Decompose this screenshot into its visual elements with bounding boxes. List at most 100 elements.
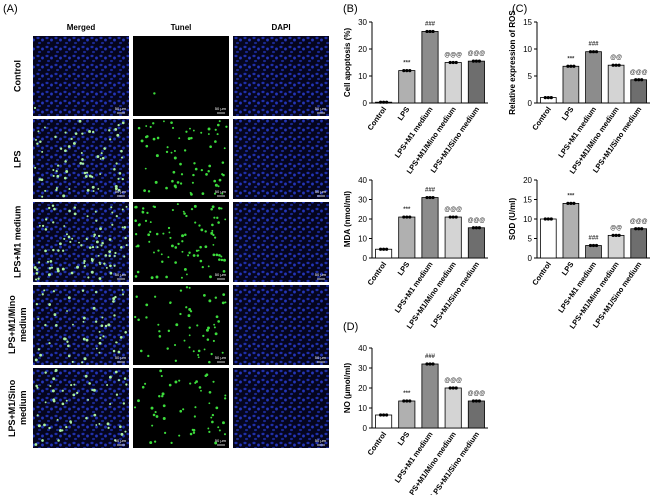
tunel-positive-cell [224,301,227,304]
replicate-dot [385,413,389,417]
x-tick-label: Control [530,105,553,132]
tunel-positive-cell [199,245,202,249]
tunel-positive-cell [145,316,148,319]
tunel-positive-cell [159,369,163,373]
tunel-positive-cell [156,136,160,140]
replicate-dot [405,399,409,403]
replicate-dot [611,63,615,67]
tunel-positive-cell [99,227,102,231]
tunel-positive-cell [88,174,92,178]
y-tick-label: 0 [528,99,533,108]
tunel-positive-cell [72,393,76,397]
tunel-positive-cell [155,232,159,236]
bar [444,387,462,429]
tunel-positive-cell [153,92,156,95]
y-tick-label: 0 [363,99,368,108]
tunel-positive-cell [222,293,226,297]
tunel-positive-cell [210,416,213,419]
tunel-positive-cell [59,242,62,246]
tunel-positive-cell [79,161,83,165]
tunel-positive-cell [115,341,118,344]
tunel-positive-cell [187,314,191,318]
tunel-positive-cell [113,255,116,257]
tunel-positive-cell [171,126,175,129]
tunel-positive-cell [185,214,188,218]
tunel-positive-cell [82,337,86,341]
tunel-positive-cell [80,152,83,155]
tunel-positive-cell [117,379,121,382]
tunel-positive-cell [76,391,79,395]
panel-label: (A) [3,3,18,15]
tunel-positive-cell [99,337,102,340]
tunel-positive-cell [111,223,114,226]
tunel-positive-cell [48,342,51,345]
tunel-positive-cell [152,413,156,417]
micrograph [33,36,129,116]
bar [585,51,602,104]
tunel-positive-cell [98,351,101,354]
tunel-positive-cell [192,173,195,177]
tunel-positive-cell [192,428,196,432]
tunel-positive-cell [209,275,212,279]
tunel-positive-cell [201,192,205,195]
tunel-positive-cell [114,184,118,188]
bar [539,218,557,259]
tunel-positive-cell [108,254,111,258]
tunel-positive-cell [88,382,91,385]
tunel-positive-cell [67,235,71,239]
tunel-positive-cell [83,259,86,263]
tunel-positive-cell [37,424,41,428]
tunel-positive-cell [107,323,111,327]
tunel-positive-cell [99,173,102,175]
tunel-positive-cell [81,361,84,364]
tunel-positive-cell [51,389,55,393]
tunel-positive-cell [35,278,38,281]
tunel-positive-cell [120,432,124,436]
y-tick-label: 20 [358,384,367,393]
tunel-positive-cell [44,189,47,192]
tunel-positive-cell [221,161,225,164]
tunel-positive-cell [167,256,170,259]
tunel-positive-cell [53,207,56,211]
tunel-positive-cell [155,275,159,279]
tunel-positive-cell [204,230,207,233]
tunel-positive-cell [113,439,117,442]
tunel-positive-cell [148,240,151,243]
tunel-positive-cell [67,145,71,148]
tunel-positive-cell [48,206,51,210]
tunel-positive-cell [184,233,187,236]
tunel-positive-cell [44,323,47,327]
tunel-positive-cell [98,341,102,345]
significance-label: *** [567,56,575,62]
tunel-positive-cell [82,316,86,320]
tunel-positive-cell [211,413,215,417]
tunel-positive-cell [125,205,128,208]
tunel-positive-cell [170,121,173,124]
micrograph [233,285,329,365]
tunel-positive-cell [173,343,177,347]
tunel-positive-cell [37,317,40,320]
tunel-positive-cell [65,170,69,173]
replicate-dot [379,247,383,251]
tunel-positive-cell [200,168,204,172]
tunel-positive-cell [203,348,206,351]
tunel-positive-cell [181,240,184,243]
micrograph [33,119,129,199]
tunel-positive-cell [120,156,124,159]
replicate-dot [405,215,409,219]
tunel-positive-cell [50,266,54,269]
tunel-positive-cell [59,147,63,150]
tunel-positive-cell [164,431,167,434]
tunel-positive-cell [84,374,88,378]
replicate-dot [425,362,429,366]
tunel-positive-cell [103,147,107,150]
tunel-positive-cell [91,260,94,263]
tunel-positive-cell [64,160,67,163]
tunel-positive-cell [35,138,37,141]
scale-bar-label: 50 μm [115,189,127,194]
tunel-positive-cell [192,254,196,257]
tunel-positive-cell [143,189,146,192]
replicate-dot [637,78,641,82]
tunel-positive-cell [137,399,140,403]
